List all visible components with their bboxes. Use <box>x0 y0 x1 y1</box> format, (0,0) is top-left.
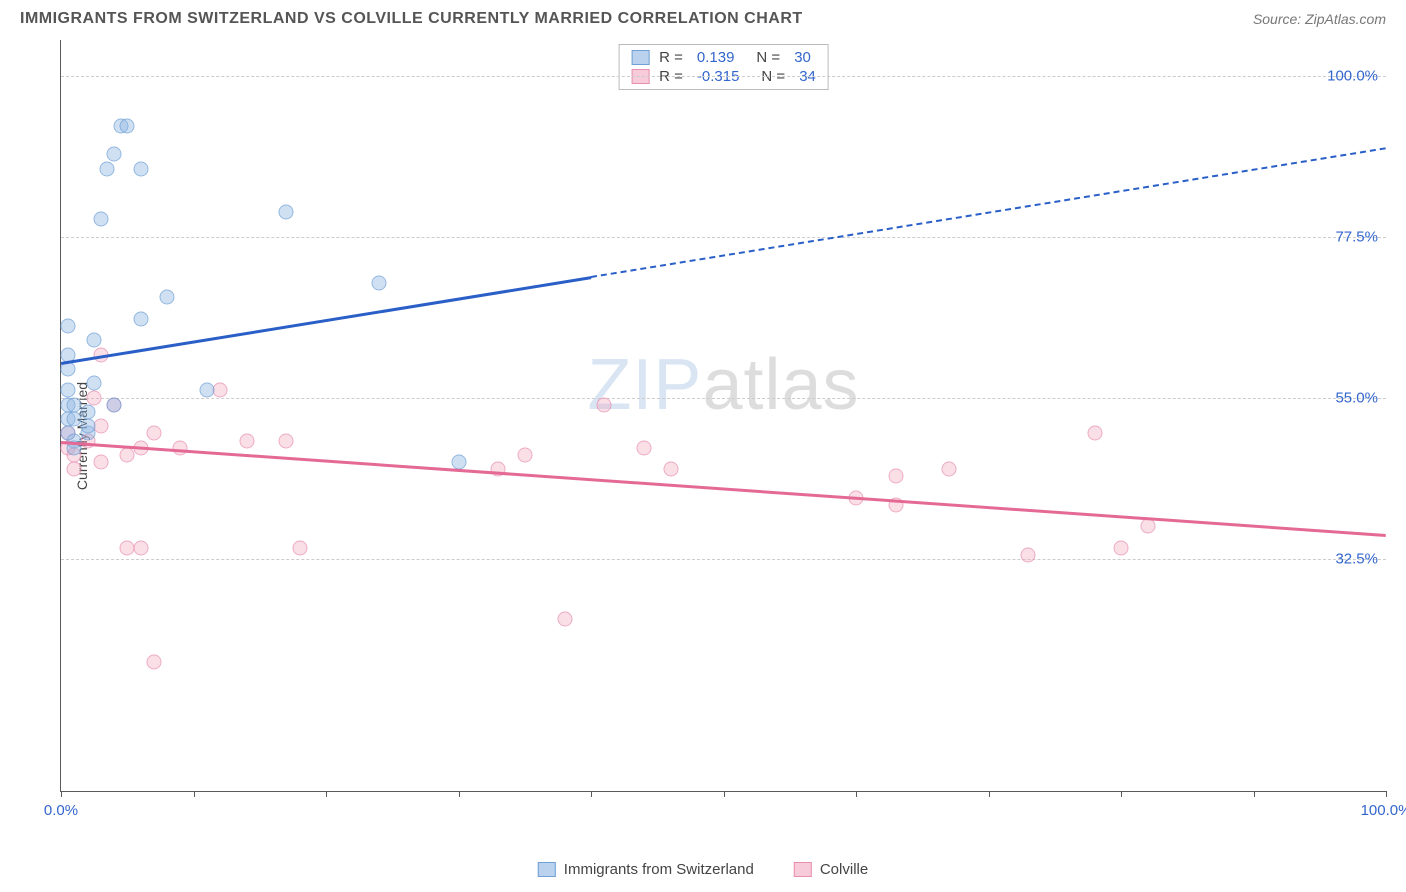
data-point-blue <box>451 454 466 469</box>
data-point-blue <box>107 397 122 412</box>
chart-area: Currently Married ZIPatlas R =0.139N =30… <box>20 40 1386 832</box>
trend-line <box>591 147 1386 278</box>
legend-swatch <box>538 862 556 877</box>
legend-correlation: R =0.139N =30R =-0.315N =34 <box>618 44 829 90</box>
data-point-pink <box>213 383 228 398</box>
x-tick <box>194 791 195 797</box>
data-point-pink <box>637 440 652 455</box>
data-point-pink <box>133 540 148 555</box>
data-point-pink <box>888 469 903 484</box>
data-point-blue <box>133 311 148 326</box>
gridline <box>61 559 1386 560</box>
x-tick <box>1121 791 1122 797</box>
data-point-pink <box>146 655 161 670</box>
data-point-blue <box>87 376 102 391</box>
legend-swatch <box>631 50 649 65</box>
data-point-blue <box>80 404 95 419</box>
y-tick-label: 100.0% <box>1327 67 1378 84</box>
x-tick <box>724 791 725 797</box>
legend-item: Immigrants from Switzerland <box>538 861 754 878</box>
data-point-pink <box>87 390 102 405</box>
plot-region: ZIPatlas R =0.139N =30R =-0.315N =34 32.… <box>60 40 1386 792</box>
data-point-blue <box>279 204 294 219</box>
gridline <box>61 398 1386 399</box>
data-point-blue <box>160 290 175 305</box>
data-point-pink <box>1114 540 1129 555</box>
data-point-pink <box>279 433 294 448</box>
data-point-pink <box>239 433 254 448</box>
data-point-blue <box>87 333 102 348</box>
header: IMMIGRANTS FROM SWITZERLAND VS COLVILLE … <box>0 0 1406 36</box>
data-point-blue <box>93 211 108 226</box>
legend-series: Immigrants from Switzerland Colville <box>538 861 868 878</box>
data-point-pink <box>1087 426 1102 441</box>
x-tick <box>459 791 460 797</box>
data-point-pink <box>941 462 956 477</box>
data-point-pink <box>93 454 108 469</box>
watermark: ZIPatlas <box>587 344 859 426</box>
data-point-pink <box>663 462 678 477</box>
source-label: Source: ZipAtlas.com <box>1253 11 1386 27</box>
data-point-pink <box>146 426 161 441</box>
data-point-pink <box>597 397 612 412</box>
legend-row: R =0.139N =30 <box>619 48 828 67</box>
legend-swatch <box>794 862 812 877</box>
data-point-pink <box>1140 519 1155 534</box>
data-point-pink <box>173 440 188 455</box>
data-point-blue <box>133 161 148 176</box>
x-tick <box>989 791 990 797</box>
x-tick <box>326 791 327 797</box>
data-point-blue <box>120 118 135 133</box>
data-point-blue <box>80 419 95 434</box>
x-tick <box>1254 791 1255 797</box>
gridline <box>61 237 1386 238</box>
chart-title: IMMIGRANTS FROM SWITZERLAND VS COLVILLE … <box>20 10 803 28</box>
y-tick-label: 32.5% <box>1335 550 1378 567</box>
gridline <box>61 76 1386 77</box>
x-tick-label: 100.0% <box>1361 802 1406 819</box>
data-point-pink <box>292 540 307 555</box>
data-point-pink <box>67 462 82 477</box>
legend-item: Colville <box>794 861 868 878</box>
data-point-pink <box>517 447 532 462</box>
data-point-blue <box>199 383 214 398</box>
data-point-blue <box>60 319 75 334</box>
y-tick-label: 55.0% <box>1335 389 1378 406</box>
data-point-blue <box>372 276 387 291</box>
data-point-blue <box>107 147 122 162</box>
data-point-pink <box>93 419 108 434</box>
x-tick <box>591 791 592 797</box>
x-tick <box>61 791 62 797</box>
data-point-pink <box>1021 547 1036 562</box>
x-tick <box>856 791 857 797</box>
data-point-blue <box>100 161 115 176</box>
data-point-blue <box>60 383 75 398</box>
trend-line <box>61 441 1386 536</box>
x-tick-label: 0.0% <box>44 802 78 819</box>
data-point-pink <box>557 612 572 627</box>
x-tick <box>1386 791 1387 797</box>
y-tick-label: 77.5% <box>1335 228 1378 245</box>
